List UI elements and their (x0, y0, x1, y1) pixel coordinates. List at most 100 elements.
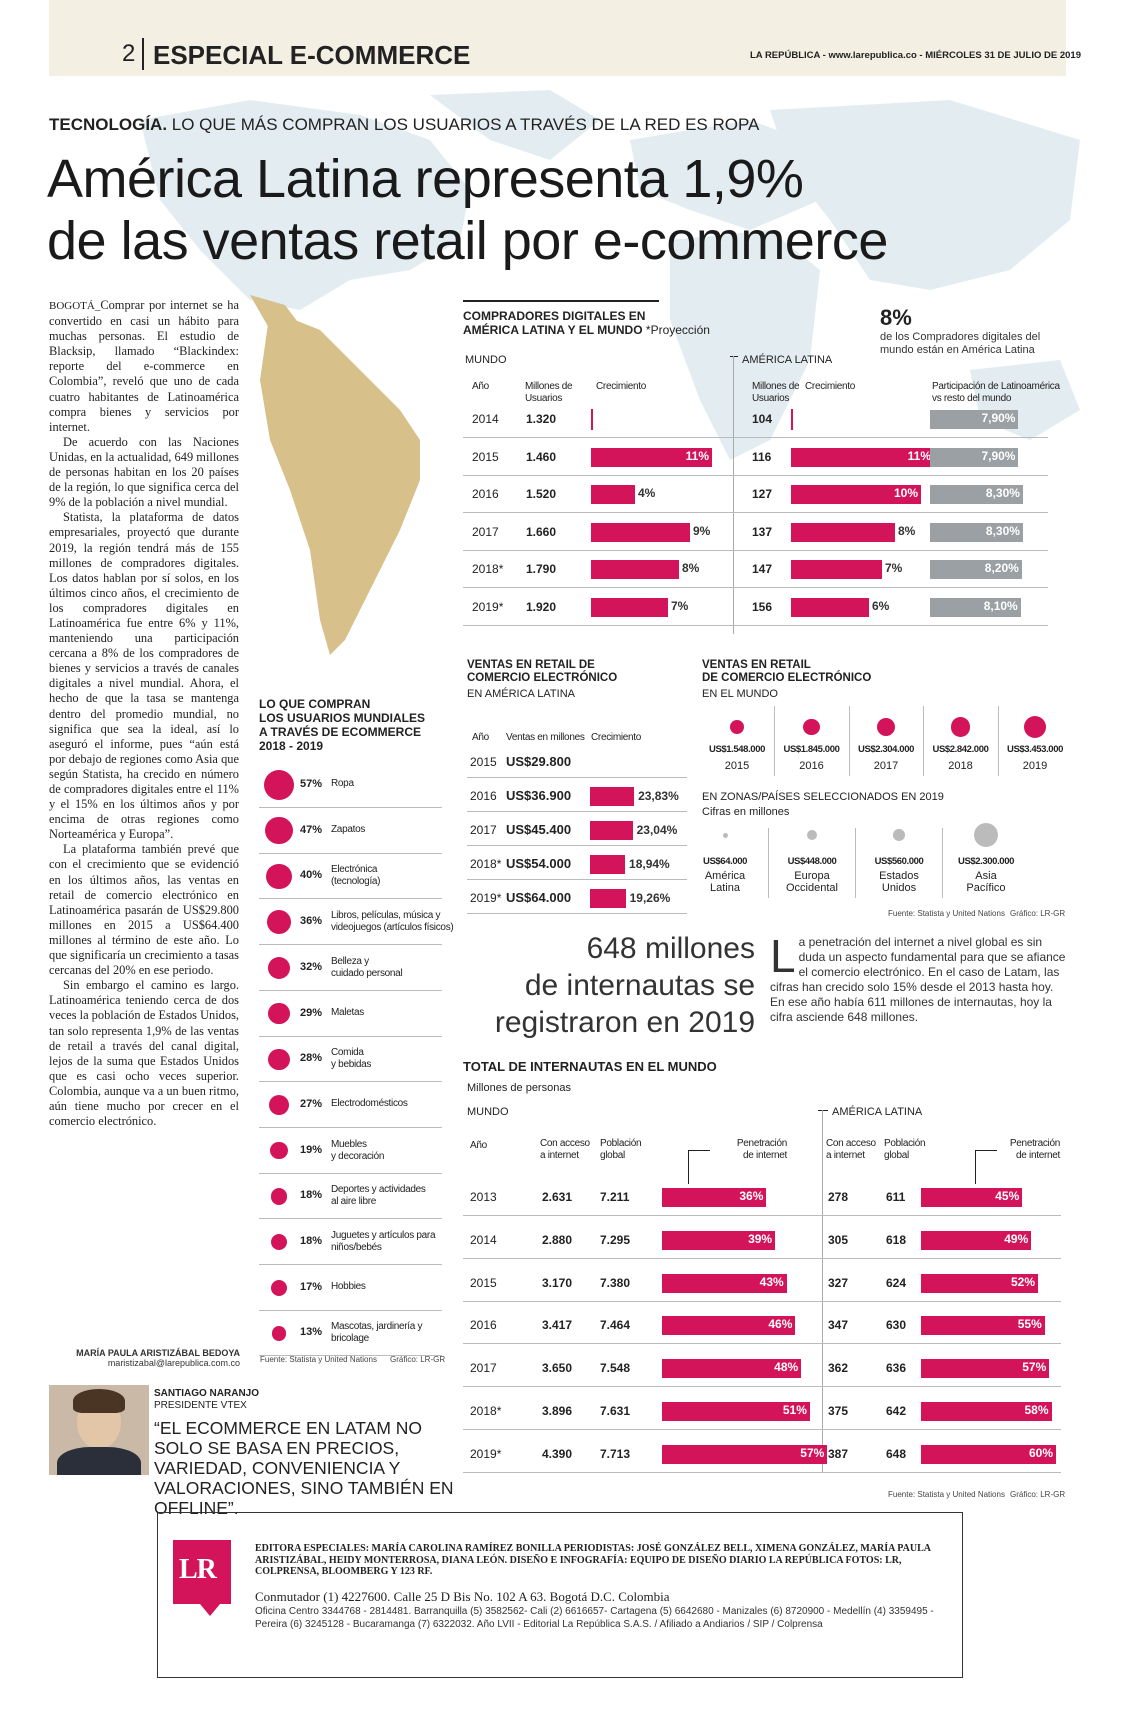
drop-cap: L (770, 930, 796, 982)
buy-divider (259, 1309, 442, 1311)
share-bar: 8,20% (930, 560, 1022, 579)
latam-growth-bar: 10% (791, 485, 921, 504)
footer-box (157, 1512, 963, 1678)
int-latam-access: 362 (828, 1361, 849, 1376)
int-divider (463, 1215, 1061, 1216)
lr-logo-text: LR (179, 1554, 217, 1585)
share-label: 8,10% (983, 598, 1018, 613)
int-penetration-bar: 57% (662, 1444, 828, 1464)
int-year: 2015 (470, 1275, 497, 1290)
retail-header-growth: Crecimiento (591, 732, 642, 743)
growth-bar (591, 597, 668, 617)
article-body: BOGOTÁ_Comprar por internet se ha conver… (49, 298, 239, 1129)
col-header-users: Millones de Usuarios (525, 381, 573, 404)
int-population: 7.713 (600, 1446, 631, 1461)
int-year: 2019* (470, 1446, 502, 1461)
retail-header-year: Año (472, 732, 489, 743)
masthead: LA REPÚBLICA - www.larepublica.co - MIÉR… (750, 50, 1081, 61)
int-year: 2017 (470, 1361, 497, 1376)
retail-growth-label: 23,83% (638, 789, 679, 803)
page-number: 2 (122, 40, 136, 67)
author-email: maristizabal@larepublica.com.co (107, 1358, 240, 1368)
highlight-line-3: registraron en 2019 (494, 1006, 755, 1039)
int-population: 7.380 (600, 1275, 631, 1290)
retail-latam-subtitle: EN AMÉRICA LATINA (467, 688, 575, 700)
bubble-value: US$1.548.000 (709, 744, 765, 755)
retail-value: US$54.000 (506, 856, 572, 871)
buy-label: Ropa (331, 778, 354, 789)
buy-percent: 18% (300, 1235, 323, 1247)
int-penetration-label: 43% (759, 1274, 784, 1289)
int-source: Fuente: Statista y United Nations (888, 1490, 1005, 1499)
zone-value: US$64.000 (703, 856, 747, 867)
int-penetration-label: 36% (739, 1189, 764, 1203)
share-bar: 8,30% (930, 485, 1023, 504)
users-cell: 1.790 (526, 562, 557, 576)
buy-bubble (270, 1233, 288, 1251)
zone-divider (942, 828, 943, 898)
retail-divider (467, 811, 687, 812)
share-bar: 7,90% (930, 410, 1019, 429)
growth-bar (591, 485, 635, 504)
row-divider (463, 549, 1048, 551)
int-latam-population: 630 (886, 1318, 907, 1333)
buy-divider (259, 852, 442, 854)
bubble-divider (774, 706, 775, 776)
internautas-title: TOTAL DE INTERNAUTAS EN EL MUNDO (463, 1059, 717, 1074)
retail-growth-bar (590, 855, 626, 874)
big-percent: 8% (880, 305, 912, 330)
article-paragraph: Sin embargo el camino es largo. Latinoam… (49, 978, 239, 1129)
bubble-value: US$1.845.000 (783, 744, 840, 755)
projection-note: *Proyección (645, 323, 710, 337)
retail-growth-label: 18,94% (629, 857, 670, 871)
buy-percent: 57% (300, 778, 323, 790)
retail-year: 2019* (470, 891, 502, 905)
zone-value: US$560.000 (874, 856, 924, 867)
buyers-title: COMPRADORES DIGITALES EN AMÉRICA LATINA … (463, 309, 710, 337)
sales-bubble (729, 719, 745, 735)
retail-divider (467, 913, 687, 914)
int-latam-penetration-bar: 55% (921, 1316, 1045, 1336)
buy-label: Mascotas, jardinería y bricolage (331, 1321, 423, 1345)
int-penetration-label: 57% (800, 1445, 825, 1460)
bubble-year: 2015 (724, 760, 750, 772)
int-access: 3.170 (542, 1275, 573, 1290)
buy-list-title: LO QUE COMPRAN LOS USUARIOS MUNDIALES A … (259, 697, 425, 753)
retail-growth-bar (590, 821, 633, 840)
retail-year: 2017 (470, 823, 497, 837)
growth-label: 8% (682, 561, 700, 575)
col-header-year: Año (472, 381, 489, 392)
growth-label: 11% (685, 448, 709, 463)
int-graphic-credit: Gráfico: LR-GR (1010, 1490, 1066, 1499)
growth-bar-empty (591, 409, 593, 430)
retail-growth-label: 19,26% (629, 891, 671, 905)
big-percent-text: de los Compradores digitales del mundo e… (880, 331, 1041, 356)
buy-bubble (270, 1141, 288, 1160)
share-label: 8,30% (985, 486, 1020, 500)
latam-growth-bar-empty (791, 409, 793, 430)
buy-percent: 17% (300, 1280, 323, 1293)
quote-text: “EL ECOMMERCE EN LATAM NO SOLO SE BASA E… (154, 1418, 454, 1518)
int-latam-access: 387 (828, 1446, 849, 1461)
quote-role: PRESIDENTE VTEX (154, 1400, 247, 1411)
sales-bubble (877, 718, 895, 736)
buy-list-title-3: A TRAVÉS DE ECOMMERCE (259, 725, 422, 739)
int-population: 7.211 (600, 1190, 630, 1204)
growth-label: 9% (693, 523, 711, 538)
section-title: ESPECIAL E-COMMERCE (153, 40, 471, 70)
buy-bubble (271, 1326, 287, 1341)
buy-label: Electrodomésticos (331, 1097, 408, 1109)
bubble-divider (923, 706, 924, 776)
int-latam-penetration-label: 52% (1010, 1274, 1035, 1289)
highlight-line-1: 648 millones (586, 932, 755, 965)
buy-divider (259, 1218, 442, 1220)
zones-title: EN ZONAS/PAÍSES SELECCIONADOS EN 2019 (702, 791, 944, 803)
buy-label: Hobbies (331, 1280, 366, 1292)
retail-value: US$36.900 (506, 788, 572, 803)
retail-value: US$29.800 (506, 754, 572, 769)
buy-divider (259, 1035, 442, 1037)
buyers-title-2: AMÉRICA LATINA Y EL MUNDO (463, 323, 643, 337)
dateline: BOGOTÁ_ (49, 300, 101, 312)
zone-bubble (806, 829, 818, 841)
year-cell: 2019* (472, 599, 504, 614)
